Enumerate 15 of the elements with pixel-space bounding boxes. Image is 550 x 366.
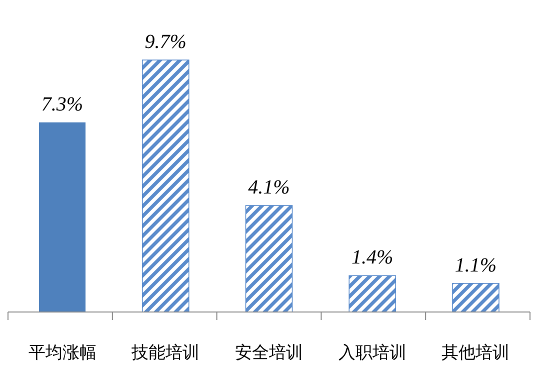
bar (39, 122, 86, 312)
x-tick-label: 安全培训 (235, 343, 303, 363)
x-tick-label: 平均涨幅 (28, 343, 96, 363)
data-label: 1.4% (352, 246, 394, 269)
bar (245, 205, 293, 312)
data-label: 1.1% (454, 254, 497, 276)
x-tick-label: 技能培训 (130, 343, 200, 363)
x-tick-label: 入职培训 (338, 343, 406, 363)
bar (452, 283, 500, 312)
bar (142, 60, 190, 312)
bar (348, 275, 396, 312)
x-tick-label: 其他培训 (442, 343, 510, 363)
data-label: 4.1% (248, 176, 290, 198)
data-label: 7.3% (41, 93, 84, 116)
data-label: 9.7% (144, 31, 186, 53)
